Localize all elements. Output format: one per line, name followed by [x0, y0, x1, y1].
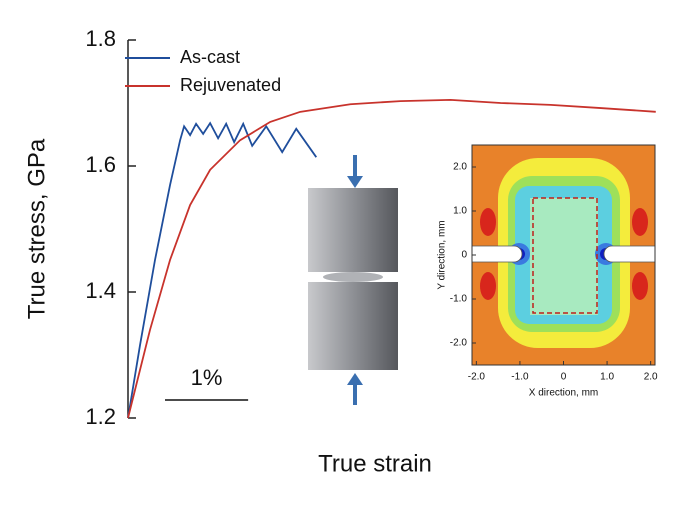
- y-tick-label: -2.0: [450, 338, 468, 349]
- x-tick-label: 0: [561, 372, 567, 383]
- y-tick-label: 1.6: [85, 152, 116, 177]
- x-tick-label: 1.0: [600, 372, 614, 383]
- x-axis-label: True strain: [318, 450, 432, 477]
- y-axis-label: True stress, GPa: [23, 138, 50, 319]
- y-axis-label: Y direction, mm: [437, 220, 448, 289]
- x-tick-label: 2.0: [644, 372, 658, 383]
- scale-bar-label: 1%: [191, 365, 223, 390]
- y-tick-label: 1.4: [85, 278, 116, 303]
- y-tick-label: 2.0: [453, 162, 467, 173]
- data-line: [127, 98, 656, 419]
- y-tick-label: 1.8: [85, 26, 116, 51]
- x-tick-label: -1.0: [511, 372, 529, 383]
- data-line: [127, 121, 318, 419]
- contour-field: [471, 144, 656, 366]
- legend-label: As-cast: [180, 47, 240, 67]
- y-tick-label: -1.0: [450, 294, 468, 305]
- x-tick-label: -2.0: [468, 372, 486, 383]
- x-axis-label: X direction, mm: [529, 388, 598, 399]
- specimen: [308, 155, 398, 405]
- y-tick-label: 0: [461, 250, 467, 261]
- legend-label: Rejuvenated: [180, 75, 281, 95]
- y-tick-label: 1.0: [453, 206, 467, 217]
- y-tick-label: 1.2: [85, 404, 116, 429]
